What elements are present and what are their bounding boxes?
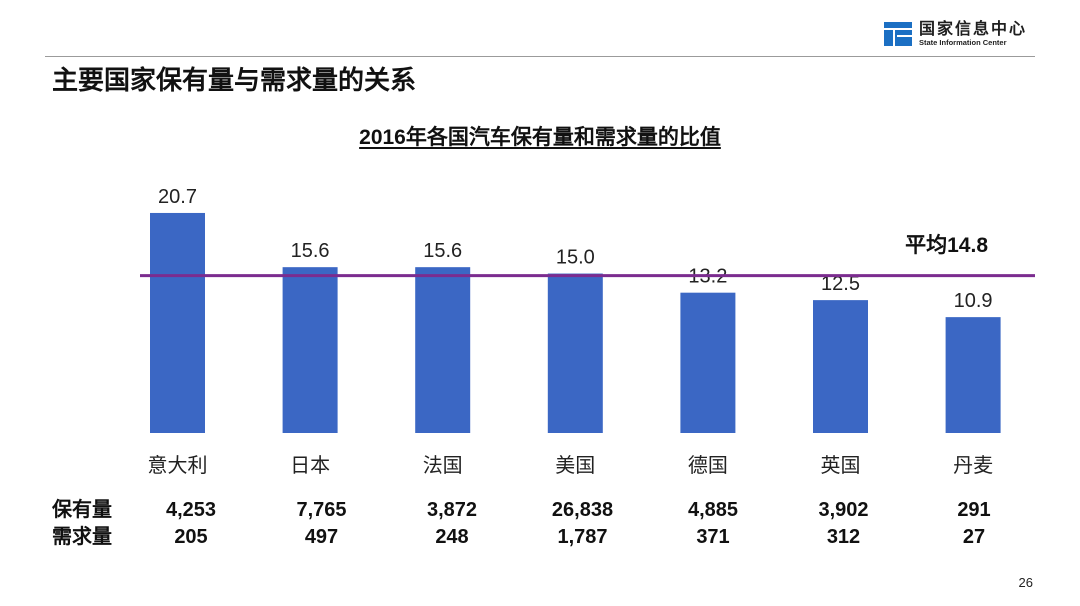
org-name-cn: 国家信息中心 — [919, 21, 1028, 38]
chart-bar — [680, 292, 736, 433]
table-cell: 27 — [962, 526, 986, 548]
slide-title: 主要国家保有量与需求量的关系 — [52, 65, 417, 95]
org-name-block: 国家信息中心 State Information Center — [919, 21, 1027, 47]
table-cell: 4,253 — [165, 499, 217, 521]
org-logo: 国家信息中心 State Information Center — [884, 21, 1027, 47]
bar-value-label: 15.0 — [556, 247, 595, 269]
data-table: 保有量 需求量 4,253 7,765 3,872 26,838 4,885 3,902 2… — [0, 495, 1080, 555]
table-cell: 3,872 — [426, 499, 478, 521]
table-cell: 205 — [174, 526, 208, 548]
table-cell: 26,838 — [551, 499, 614, 521]
table-cell: 497 — [304, 526, 339, 548]
bar-value-label: 20.7 — [158, 186, 197, 208]
row-label-ownership: 保有量 — [52, 499, 112, 521]
bar-value-label: 10.9 — [954, 290, 993, 312]
chart-bar — [813, 300, 868, 433]
chart-bar — [282, 267, 338, 433]
category-labels: 意大利 日本 法国 美国 德国 英国 丹麦 — [148, 454, 994, 477]
org-name-en: State Information Center — [919, 38, 1007, 47]
category-label: 美国 — [555, 454, 595, 477]
category-label: 意大利 — [148, 454, 208, 477]
table-cell: 248 — [435, 526, 469, 548]
bars-group — [150, 212, 1001, 433]
chart-title: 2016年各国汽车保有量和需求量的比值 — [359, 126, 721, 149]
table-cell: 1,787 — [557, 526, 608, 548]
category-label: 英国 — [821, 454, 861, 477]
table-cell: 4,885 — [687, 499, 739, 521]
bar-value-label: 15.6 — [423, 240, 462, 262]
category-label: 日本 — [290, 454, 330, 477]
category-label: 法国 — [423, 454, 463, 477]
bar-value-label: 12.5 — [821, 273, 860, 295]
header-divider — [45, 56, 1035, 57]
chart-bar — [547, 273, 603, 433]
category-label: 丹麦 — [953, 454, 993, 477]
bar-value-label: 15.6 — [291, 240, 330, 262]
table-cell: 3,902 — [818, 499, 869, 521]
table-cell: 7,765 — [296, 499, 347, 521]
chart-bar — [945, 317, 1001, 433]
table-cell: 291 — [957, 499, 991, 521]
table-cell: 312 — [826, 526, 861, 548]
table-cell: 371 — [696, 526, 730, 548]
chart-bar — [150, 212, 205, 433]
sic-logo-icon — [884, 22, 912, 46]
page-number: 26 — [1018, 575, 1033, 590]
category-label: 德国 — [688, 454, 728, 477]
average-label: 平均14.8 — [905, 233, 988, 257]
row-label-demand: 需求量 — [52, 526, 112, 548]
chart-bar — [415, 267, 471, 433]
